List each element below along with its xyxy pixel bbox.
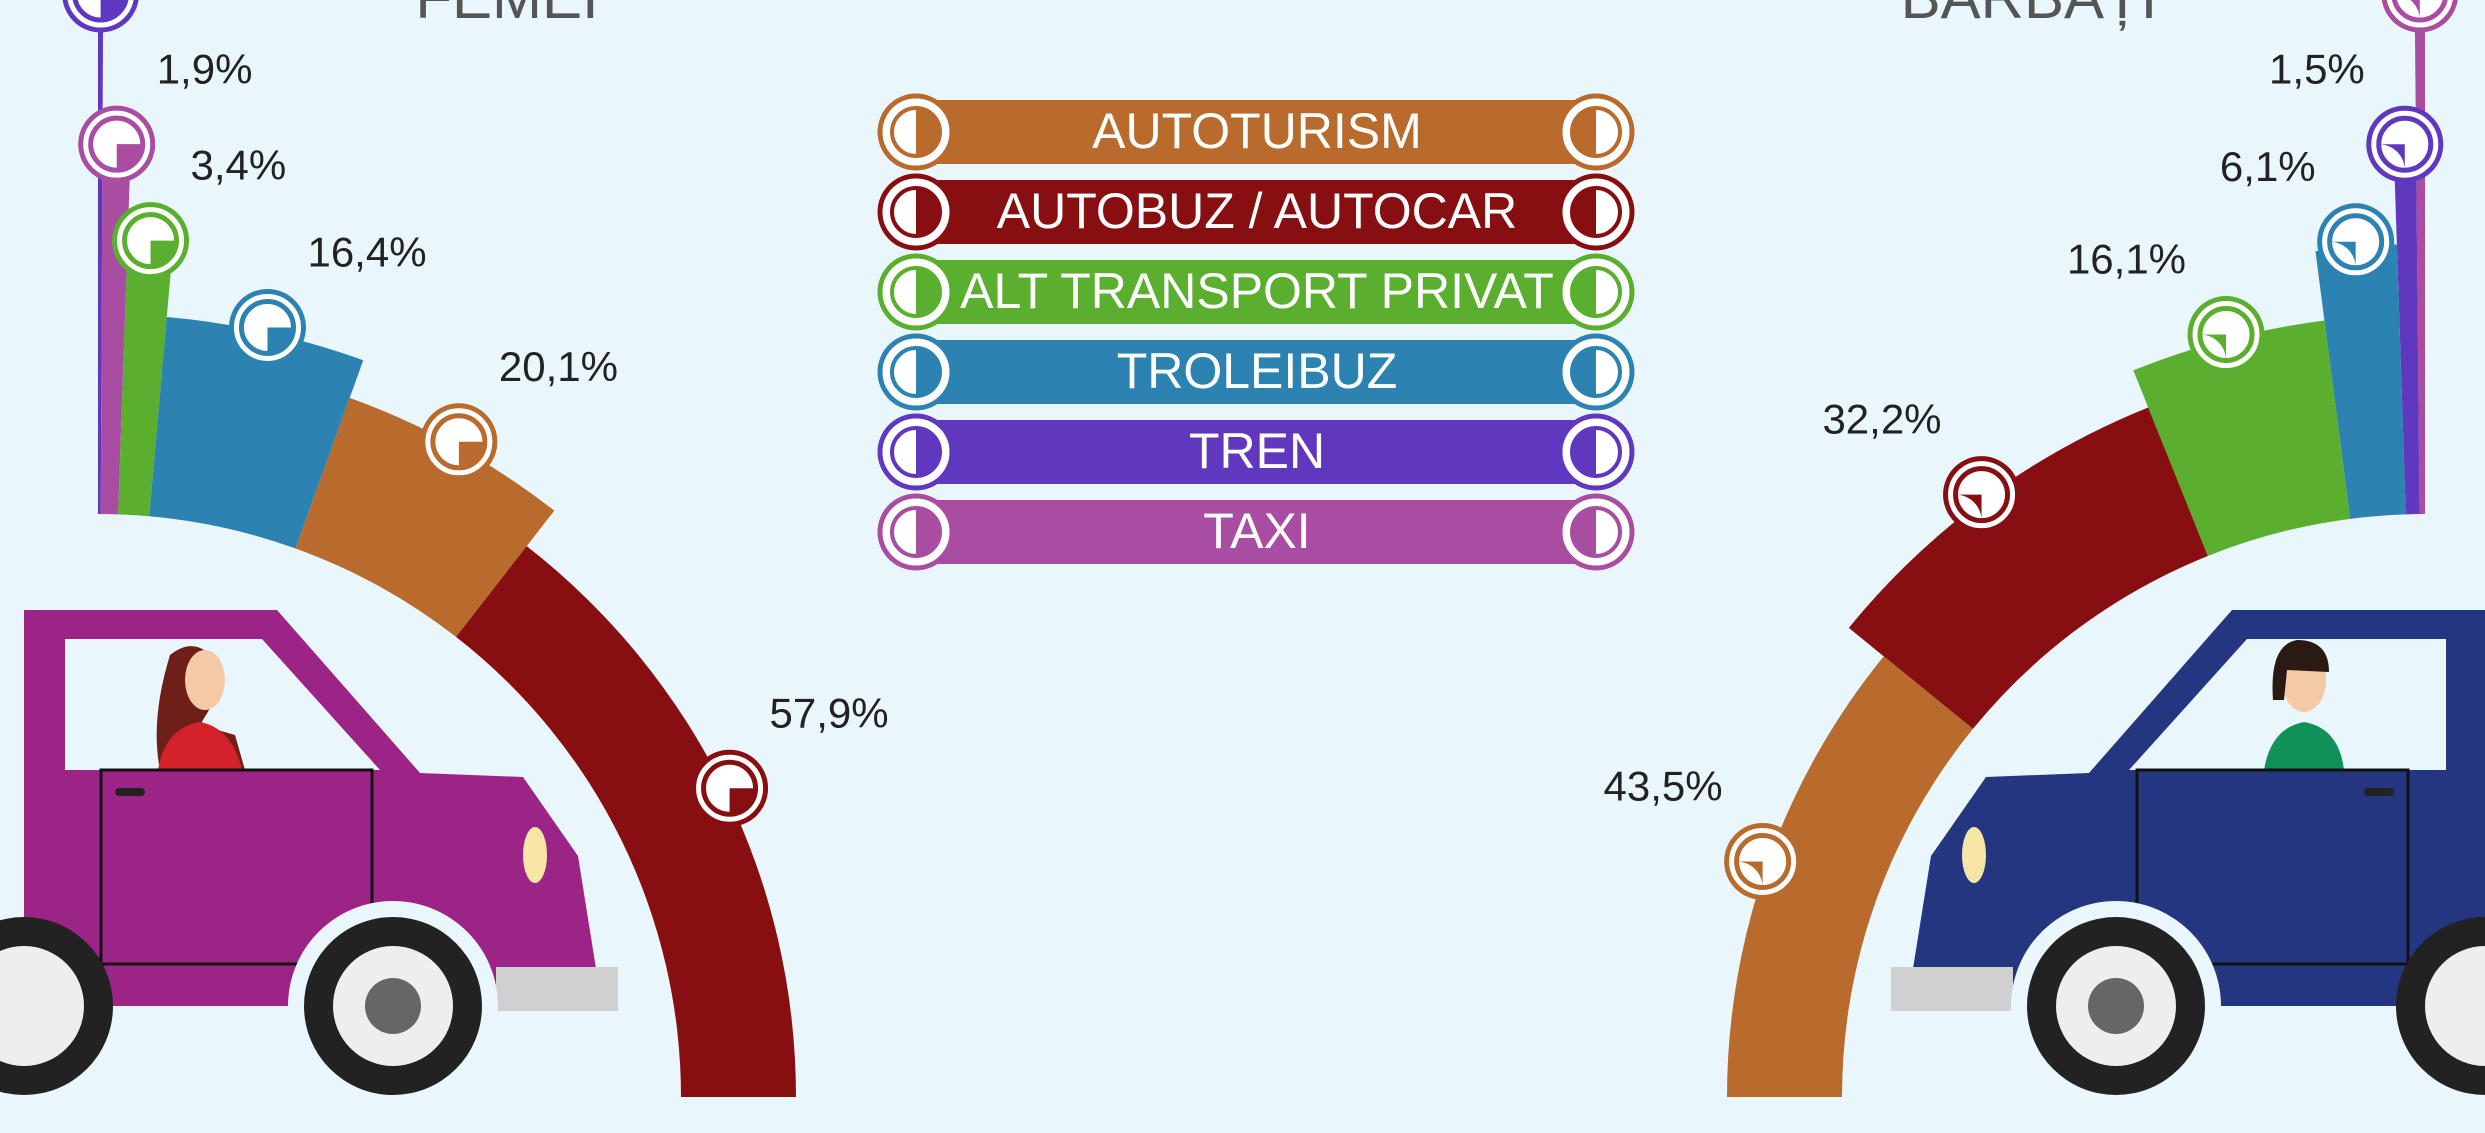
- legend-label: TROLEIBUZ: [1117, 343, 1398, 399]
- door-handle: [115, 788, 145, 796]
- infographic: AUTOTURISM AUTOBUZ / AUTOCAR ALT TRANSPORT…: [0, 0, 2485, 1133]
- data-label: 1,5%: [2269, 45, 2365, 92]
- data-label: 16,1%: [2067, 236, 2186, 283]
- page: {"legend": {"labels": ["AUTOTURISM", "AU…: [0, 0, 2485, 1133]
- data-label: 6,1%: [2220, 143, 2316, 190]
- legend-item: AUTOTURISM: [880, 96, 1632, 168]
- data-label: 43,5%: [1604, 763, 1723, 810]
- data-label: 32,2%: [1822, 396, 1941, 443]
- driver-face: [185, 650, 225, 710]
- legend-label: TREN: [1189, 423, 1325, 479]
- legend-item: TROLEIBUZ: [880, 336, 1632, 408]
- wheel-hub: [365, 978, 421, 1034]
- legend-item: TREN: [880, 416, 1632, 488]
- legend-label: ALT TRANSPORT PRIVAT: [960, 263, 1554, 319]
- legend-item: AUTOBUZ / AUTOCAR: [880, 176, 1632, 248]
- legend-item: ALT TRANSPORT PRIVAT: [880, 256, 1632, 328]
- legend-label: AUTOTURISM: [1092, 103, 1422, 159]
- headlight: [523, 827, 547, 883]
- legend-label: AUTOBUZ / AUTOCAR: [997, 183, 1517, 239]
- data-label: 16,4%: [307, 229, 426, 276]
- bumper: [1891, 967, 2013, 1011]
- data-label: 1,9%: [157, 45, 253, 92]
- bumper: [496, 967, 618, 1011]
- data-label: 3,4%: [191, 142, 287, 189]
- car-pillar: [55, 639, 65, 770]
- data-label: 57,9%: [770, 689, 889, 736]
- headlight: [1962, 827, 1986, 883]
- data-label: 20,1%: [499, 343, 618, 390]
- wheel-hub: [2088, 978, 2144, 1034]
- legend-label: TAXI: [1203, 503, 1310, 559]
- chart-title: BĂRBAȚI: [1901, 0, 2158, 31]
- door-handle: [2364, 788, 2394, 796]
- chart-title: FEMEI: [415, 0, 598, 31]
- legend-item: TAXI: [880, 496, 1632, 568]
